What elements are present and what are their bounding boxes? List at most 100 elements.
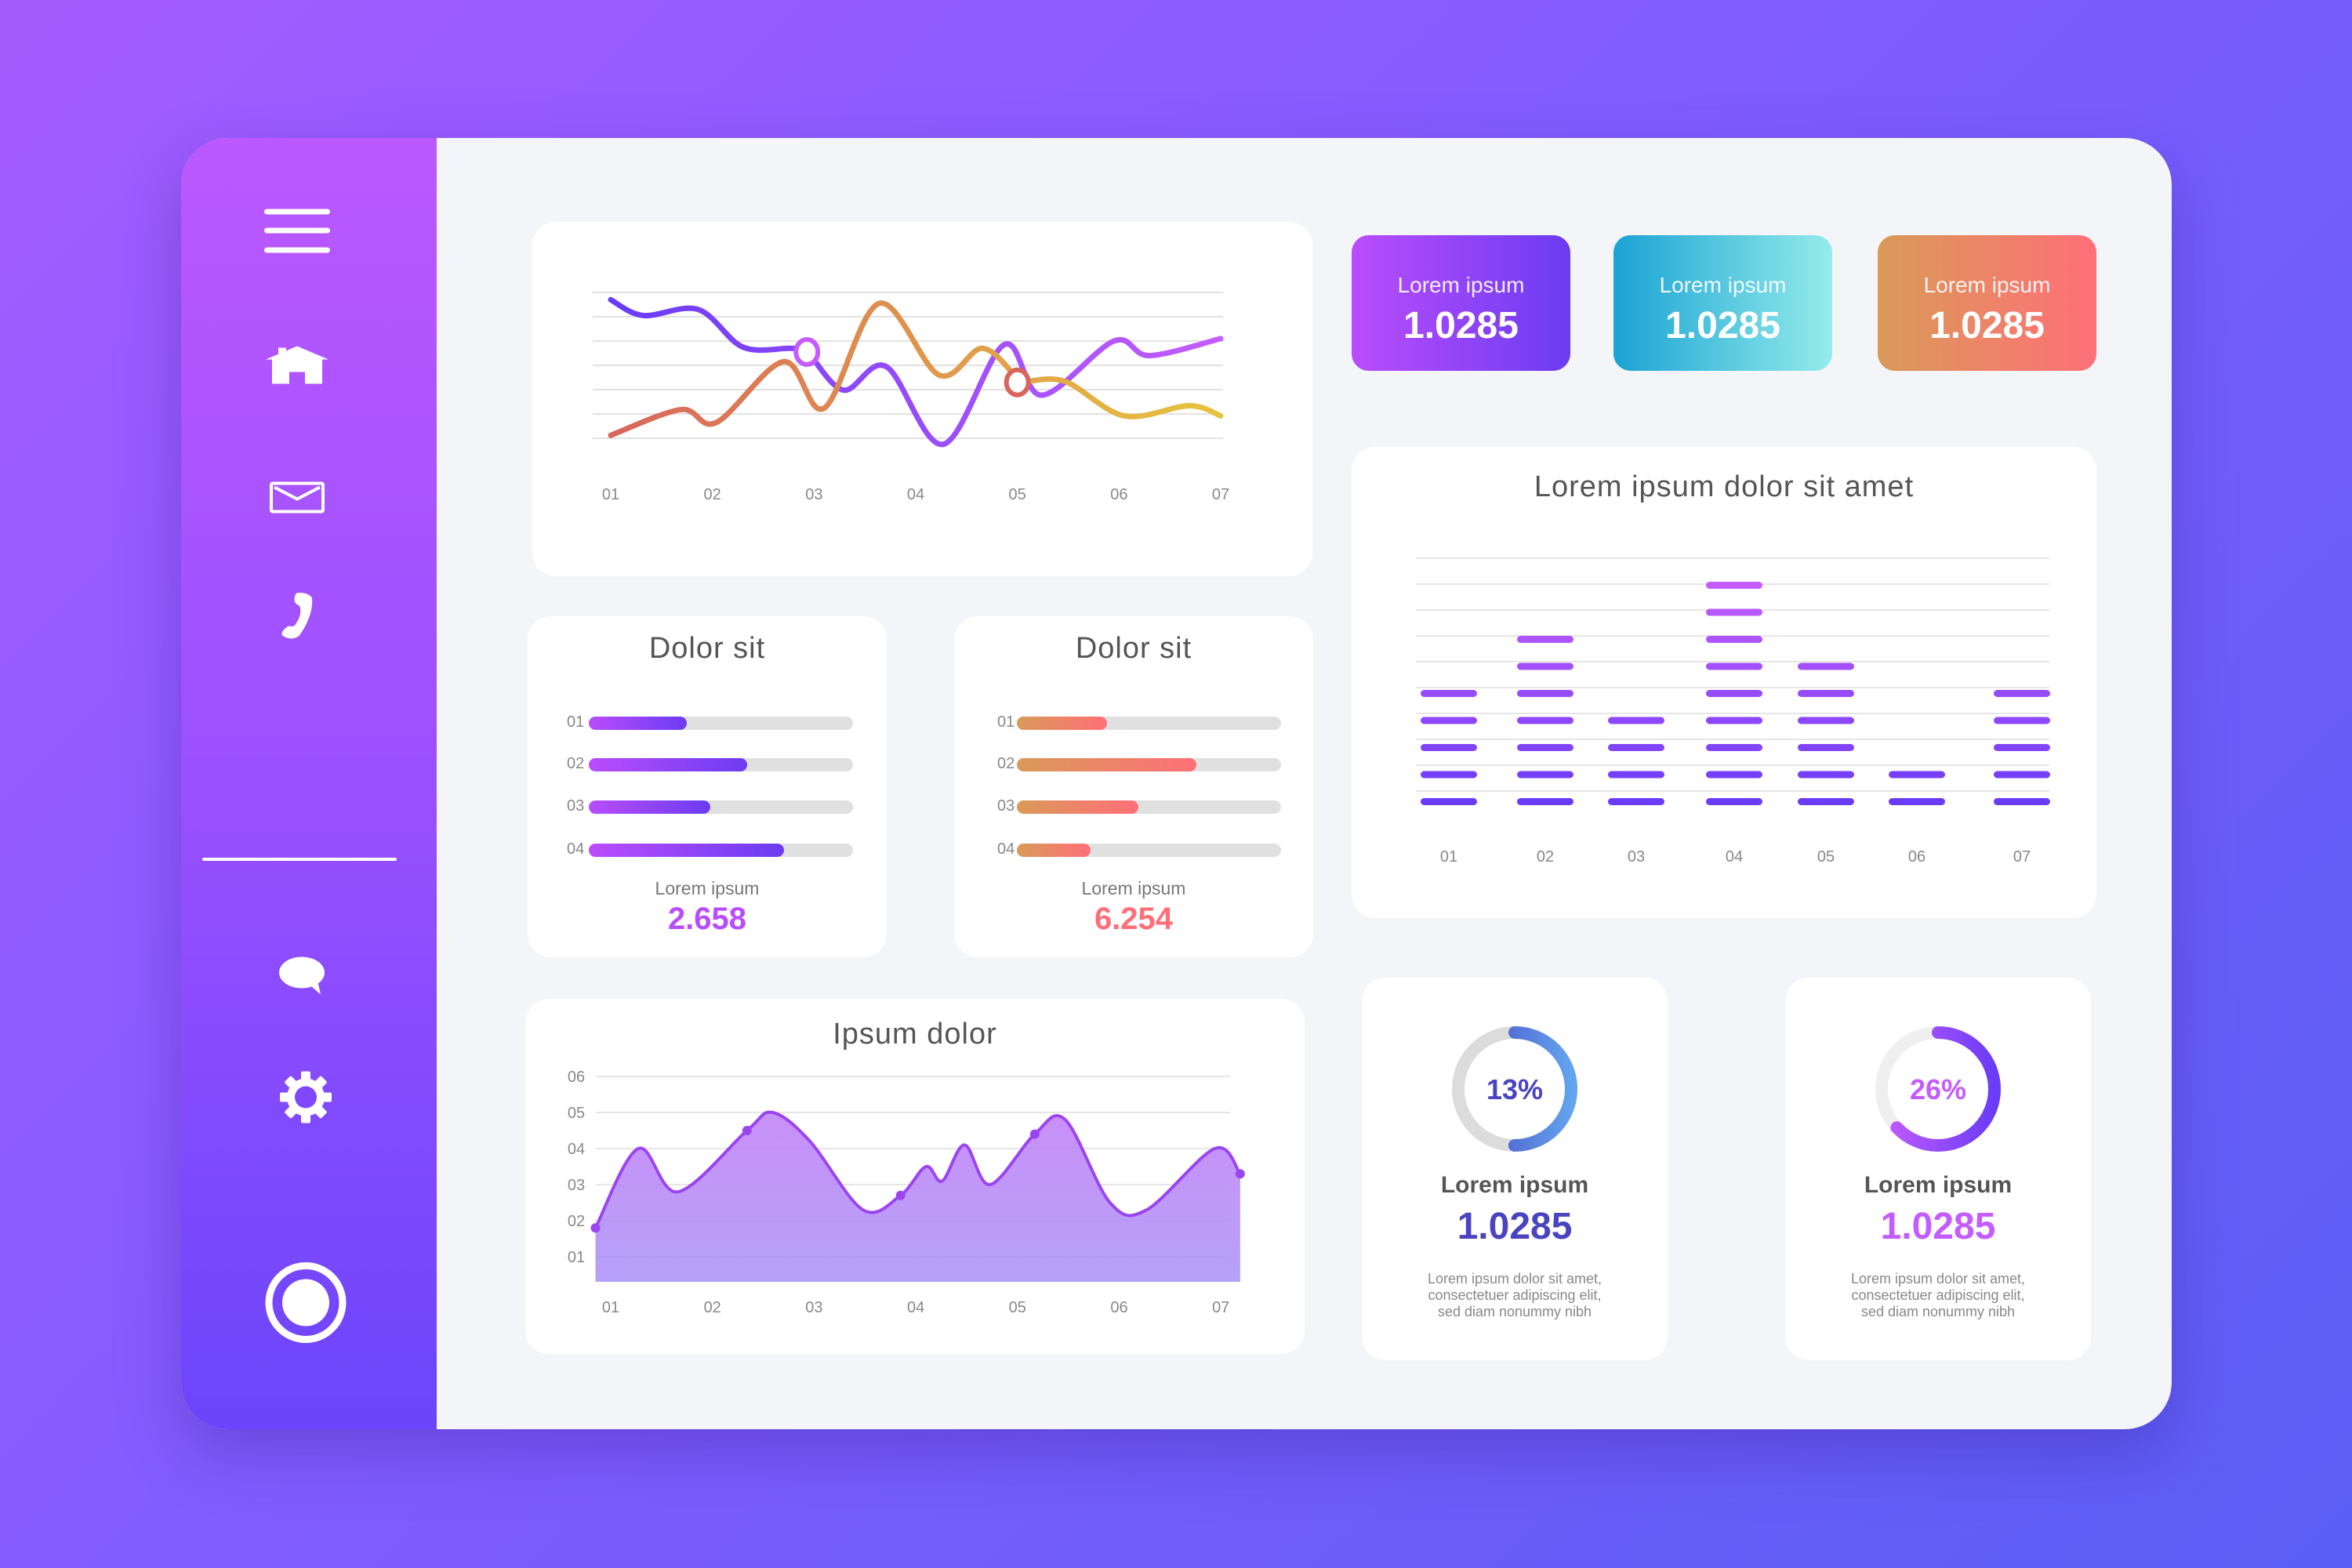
y-tick-label: 05 xyxy=(568,1105,585,1122)
y-tick-label: 02 xyxy=(568,1213,585,1230)
bar-segment xyxy=(1421,717,1477,724)
x-tick-label: 01 xyxy=(602,1299,619,1316)
stat-card[interactable]: Lorem ipsum 1.0285 xyxy=(1352,235,1570,371)
bar-segment xyxy=(1706,690,1762,697)
progress-bar xyxy=(1017,800,1281,814)
row-label: 04 xyxy=(567,840,585,858)
data-point[interactable] xyxy=(895,1190,906,1200)
x-tick-label: 04 xyxy=(907,1299,924,1316)
donut-description: consectetuer adipiscing elit, xyxy=(1428,1287,1602,1303)
bar-segment xyxy=(1608,798,1664,805)
value: 2.658 xyxy=(667,902,747,936)
donut-percent: 13% xyxy=(1486,1073,1543,1105)
stat-label: Lorem ipsum xyxy=(1659,273,1787,297)
bar-segment xyxy=(1889,798,1945,805)
bar-segment xyxy=(1994,744,2050,751)
chat-icon[interactable] xyxy=(278,956,327,1000)
stat-card[interactable]: Lorem ipsum 1.0285 xyxy=(1613,235,1832,371)
x-tick-label: 01 xyxy=(1440,848,1457,866)
progress-bar xyxy=(589,717,853,730)
data-point[interactable] xyxy=(1029,1129,1040,1139)
record-icon[interactable] xyxy=(264,1261,347,1348)
gear-icon[interactable] xyxy=(278,1070,333,1129)
progress-card-title: Dolor sit xyxy=(1075,632,1192,665)
donut-description: consectetuer adipiscing elit, xyxy=(1851,1287,2025,1303)
line-chart: 01 02 03 04 05 06 07 xyxy=(593,292,1229,503)
stat-label: Lorem ipsum xyxy=(1923,273,2051,297)
bar-segment xyxy=(1608,771,1664,779)
x-tick-label: 02 xyxy=(704,1299,721,1316)
x-tick-label: 05 xyxy=(1009,486,1026,503)
phone-icon[interactable] xyxy=(279,592,315,644)
y-tick-label: 01 xyxy=(568,1249,585,1266)
caption: Lorem ipsum xyxy=(1081,878,1186,898)
donut-description: sed diam nonummy nibh xyxy=(1437,1304,1592,1319)
area-chart-title: Ipsum dolor xyxy=(833,1018,997,1051)
stat-card[interactable]: Lorem ipsum 1.0285 xyxy=(1878,235,2096,371)
donut-description: sed diam nonummy nibh xyxy=(1860,1304,2016,1319)
bar-segment xyxy=(1706,717,1762,724)
y-tick-label: 03 xyxy=(568,1177,585,1194)
row-label: 01 xyxy=(567,713,585,731)
bar-segment xyxy=(1517,744,1573,751)
bar-segment xyxy=(1994,690,2050,697)
home-icon[interactable] xyxy=(266,346,328,390)
progress-fill xyxy=(589,844,785,857)
bar-segment xyxy=(1889,771,1945,779)
bar-segment xyxy=(1994,771,2050,779)
bar-segment xyxy=(1798,744,1854,751)
progress-bar xyxy=(589,800,853,814)
bar-segment xyxy=(1798,662,1854,670)
x-tick-label: 04 xyxy=(1726,848,1743,866)
donut-card: 13% Lorem ipsum 1.0285 Lorem ipsum dolor si… xyxy=(1362,978,1668,1360)
bar-segment xyxy=(1517,662,1573,670)
donut-arc xyxy=(1452,1026,1577,1152)
bar-segment xyxy=(1994,717,2050,724)
x-tick-label: 03 xyxy=(805,486,822,503)
progress-fill xyxy=(1017,844,1091,857)
bar-segment xyxy=(1517,771,1573,779)
x-tick-label: 06 xyxy=(1110,486,1127,503)
x-tick-label: 03 xyxy=(1628,848,1645,866)
donut-percent: 26% xyxy=(1910,1073,1966,1105)
area-chart-card: Ipsum dolor 01 02 03 04 05 06 01 02 03 04 05 06 07 xyxy=(525,999,1305,1354)
progress-fill xyxy=(589,800,711,814)
stat-value: 1.0285 xyxy=(1929,305,2045,347)
row-label: 01 xyxy=(997,713,1015,731)
x-tick-label: 01 xyxy=(602,486,619,503)
bar-segment xyxy=(1798,690,1854,697)
row-label: 03 xyxy=(997,797,1015,815)
stat-value: 1.0285 xyxy=(1665,305,1780,347)
stat-value: 1.0285 xyxy=(1403,305,1519,347)
data-point[interactable] xyxy=(1235,1169,1245,1179)
x-tick-label: 05 xyxy=(1817,848,1835,866)
line-chart-card: 01 02 03 04 05 06 07 xyxy=(532,222,1312,576)
sidebar xyxy=(181,138,437,1429)
series-marker[interactable] xyxy=(1004,367,1031,397)
menu-icon[interactable] xyxy=(264,208,330,259)
progress-fill xyxy=(589,717,687,730)
progress-fill xyxy=(1017,800,1139,814)
bar-segment xyxy=(1706,636,1762,643)
donut-card: 26% Lorem ipsum 1.0285 Lorem ipsum dolor si… xyxy=(1785,978,2091,1360)
bar-segment xyxy=(1517,690,1573,697)
series-line xyxy=(608,300,1224,438)
bar-segment xyxy=(1798,717,1854,724)
donut-chart: 13% xyxy=(1452,1026,1577,1152)
y-tick-label: 06 xyxy=(568,1069,585,1086)
series-marker[interactable] xyxy=(793,336,821,367)
donut-description: Lorem ipsum dolor sit amet, xyxy=(1427,1271,1602,1287)
progress-fill xyxy=(589,758,748,771)
mail-icon[interactable] xyxy=(270,481,325,517)
bar-segment xyxy=(1421,690,1477,697)
data-point[interactable] xyxy=(590,1223,601,1233)
row-label: 04 xyxy=(997,840,1015,858)
bar-segment xyxy=(1706,662,1762,670)
bar-segment xyxy=(1994,798,2050,805)
progress-card-title: Dolor sit xyxy=(648,632,766,665)
data-point[interactable] xyxy=(742,1126,752,1135)
progress-bar xyxy=(1017,758,1281,771)
progress-fill xyxy=(1017,717,1107,730)
bar-chart-title: Lorem ipsum dolor sit amet xyxy=(1534,470,1915,503)
donut-value: 1.0285 xyxy=(1880,1206,1996,1247)
